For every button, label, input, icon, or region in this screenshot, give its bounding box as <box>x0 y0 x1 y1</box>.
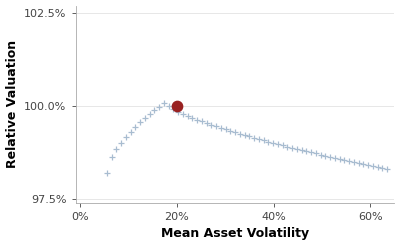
Point <box>322 154 329 158</box>
Point <box>356 161 362 165</box>
Point <box>242 133 248 137</box>
Point <box>146 112 153 116</box>
Point <box>208 123 215 127</box>
X-axis label: Mean Asset Volatility: Mean Asset Volatility <box>161 228 309 240</box>
Point <box>384 167 390 171</box>
Point <box>218 126 224 130</box>
Point <box>180 112 186 116</box>
Point <box>351 160 357 164</box>
Point <box>113 147 120 151</box>
Point <box>289 146 295 150</box>
Point <box>360 162 367 166</box>
Point <box>142 116 148 120</box>
Point <box>256 137 262 141</box>
Point <box>132 125 139 129</box>
Point <box>175 110 181 114</box>
Y-axis label: Relative Valuation: Relative Valuation <box>6 40 18 168</box>
Point <box>156 105 162 108</box>
Point <box>341 158 348 162</box>
Point <box>118 141 124 145</box>
Point <box>260 138 267 142</box>
Point <box>128 130 134 134</box>
Point <box>284 145 291 149</box>
Point <box>151 108 158 112</box>
Point <box>170 107 177 111</box>
Point <box>194 118 200 122</box>
Point <box>174 104 180 108</box>
Point <box>213 124 219 128</box>
Point <box>294 147 300 151</box>
Point <box>308 150 314 154</box>
Point <box>265 140 272 144</box>
Point <box>365 163 371 167</box>
Point <box>379 166 386 170</box>
Point <box>137 121 143 124</box>
Point <box>166 104 172 108</box>
Point <box>108 155 115 159</box>
Point <box>161 101 167 105</box>
Point <box>123 135 129 139</box>
Point <box>227 129 234 133</box>
Point <box>332 156 338 160</box>
Point <box>204 121 210 125</box>
Point <box>270 141 276 145</box>
Point <box>346 159 352 163</box>
Point <box>275 142 281 146</box>
Point <box>280 143 286 147</box>
Point <box>237 132 243 136</box>
Point <box>327 155 333 159</box>
Point <box>303 149 310 153</box>
Point <box>232 130 238 134</box>
Point <box>251 136 257 140</box>
Point <box>318 153 324 156</box>
Point <box>246 134 253 138</box>
Point <box>336 157 343 161</box>
Point <box>374 165 381 169</box>
Point <box>222 127 229 131</box>
Point <box>189 116 196 120</box>
Point <box>370 164 376 168</box>
Point <box>199 120 205 123</box>
Point <box>184 114 191 118</box>
Point <box>104 171 110 175</box>
Point <box>298 148 305 152</box>
Point <box>313 152 319 155</box>
